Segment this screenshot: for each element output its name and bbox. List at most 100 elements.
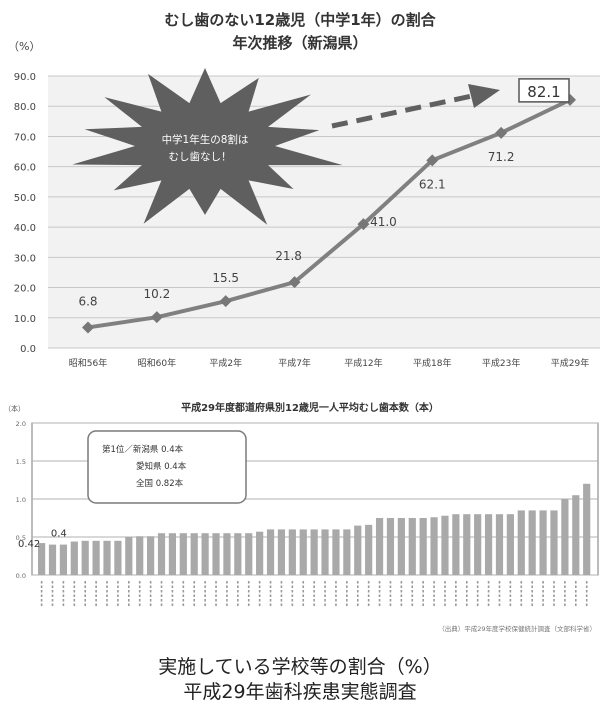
legend-box <box>87 430 247 504</box>
bar-y-tick-labels: 0.0 0.5 1.0 1.5 2.0 <box>16 420 26 580</box>
bar <box>495 514 504 575</box>
chart-subtitle: 年次推移（新潟県） <box>232 34 367 52</box>
x-tick-label: 昭和60年 <box>138 357 176 369</box>
bar <box>441 515 449 575</box>
bar <box>430 517 438 575</box>
data-label: 10.2 <box>143 287 170 301</box>
bar <box>179 533 187 575</box>
caption-line-1: 実施している学校等の割合（%） <box>158 656 442 678</box>
bar <box>168 533 177 575</box>
bar <box>419 518 427 575</box>
y-tick-label: 60.0 <box>14 163 36 174</box>
bar <box>201 533 209 575</box>
bars <box>38 483 591 575</box>
data-point <box>495 126 508 139</box>
bar <box>397 518 405 575</box>
bar <box>223 533 231 575</box>
x-tick-label: 昭和56年 <box>69 357 107 369</box>
arrow-head-icon <box>468 84 500 108</box>
bar <box>70 541 78 575</box>
bar <box>147 536 155 575</box>
bar <box>136 536 144 575</box>
source-footnote: （出典）平成29年度学校保健統計調査（文部科学省） <box>438 624 596 633</box>
y-tick-label: 30.0 <box>14 253 36 264</box>
y-tick-label: 90.0 <box>14 72 36 83</box>
data-label: 82.1 <box>527 83 560 101</box>
bar <box>266 529 275 575</box>
chart-title: むし歯のない12歳児（中学1年）の割合 <box>164 11 436 29</box>
data-label: 62.1 <box>419 177 446 191</box>
x-tick-label: 平成29年 <box>551 357 589 369</box>
bar <box>277 529 286 575</box>
bar <box>310 529 318 575</box>
data-point <box>357 218 370 231</box>
bar-data-label-first: 0.42 <box>18 539 40 550</box>
annotation-line-2: むし歯なし！ <box>169 150 232 163</box>
bar-y-tick-label: 1.5 <box>16 458 26 466</box>
bar <box>343 529 351 575</box>
bar <box>474 514 482 575</box>
x-tick-label: 平成18年 <box>413 357 451 369</box>
data-point <box>219 295 232 308</box>
bar-y-tick-label: 1.0 <box>16 496 26 504</box>
y-axis-unit: （%） <box>8 40 40 53</box>
bar <box>517 510 525 575</box>
bar <box>321 529 329 575</box>
y-tick-label: 10.0 <box>14 314 36 325</box>
data-point <box>426 154 439 167</box>
y-tick-label: 70.0 <box>14 132 36 143</box>
bar-chart: 平成29年度都道府県別12歳児一人平均むし歯本数（本） （本） 0.0 0.5 1.… <box>4 401 599 633</box>
bar <box>38 543 46 575</box>
bar <box>550 510 558 575</box>
bar-y-tick-label: 0.0 <box>16 572 26 580</box>
x-tick-label: 平成23年 <box>482 357 520 369</box>
bar <box>299 529 307 575</box>
y-tick-label: 40.0 <box>14 223 36 234</box>
y-tick-label: 20.0 <box>14 284 36 295</box>
bar-x-tick-marks <box>40 581 588 607</box>
bar-chart-title: 平成29年度都道府県別12歳児一人平均むし歯本数（本） <box>181 401 439 414</box>
bar <box>212 533 220 575</box>
bar <box>375 518 384 575</box>
bar <box>288 529 296 575</box>
data-point <box>288 276 301 289</box>
legend-line-2: 愛知県 0.4本 <box>136 461 187 472</box>
bar <box>157 533 166 575</box>
data-label: 21.8 <box>275 249 302 263</box>
starburst-shape <box>72 68 343 225</box>
bar-y-tick-label: 0.5 <box>16 534 26 542</box>
bar <box>354 525 362 575</box>
x-tick-labels: 昭和56年 昭和60年 平成2年 平成7年 平成12年 平成18年 平成23年 平成29年 <box>69 357 589 369</box>
y-tick-label: 0.0 <box>20 344 36 355</box>
bar <box>245 533 253 575</box>
bar <box>528 510 536 575</box>
x-tick-label: 平成12年 <box>344 357 382 369</box>
bar <box>539 510 547 575</box>
data-label: 15.5 <box>212 271 239 285</box>
highlight-label-box <box>518 78 570 103</box>
caption-line-2: 平成29年歯科疾患実態調査 <box>183 681 417 703</box>
bar <box>561 499 569 575</box>
legend-line-3: 全国 0.82本 <box>136 478 184 489</box>
y-tick-label: 50.0 <box>14 193 36 204</box>
data-point <box>82 321 94 334</box>
bar <box>583 483 591 575</box>
bar <box>103 540 111 575</box>
data-label: 71.2 <box>488 150 515 164</box>
bar <box>386 518 395 575</box>
x-tick-label: 平成2年 <box>209 357 242 369</box>
annotation-line-1: 中学1年生の8割は <box>162 133 249 146</box>
bar-y-tick-label: 2.0 <box>16 420 26 428</box>
bar <box>484 514 493 575</box>
bar <box>506 514 514 575</box>
bar-y-axis-unit: （本） <box>4 404 25 413</box>
bar <box>81 540 89 575</box>
bar <box>332 529 340 575</box>
legend-line-1: 第1位／新潟県 0.4本 <box>102 444 184 455</box>
x-tick-label: 平成7年 <box>278 357 311 369</box>
bar <box>463 514 471 575</box>
data-labels: 6.8 10.2 15.5 21.8 41.0 62.1 71.2 82.1 <box>78 78 570 308</box>
y-tick-label: 80.0 <box>14 102 36 113</box>
bar-data-label-second: 0.4 <box>51 529 67 540</box>
bar <box>190 533 198 575</box>
